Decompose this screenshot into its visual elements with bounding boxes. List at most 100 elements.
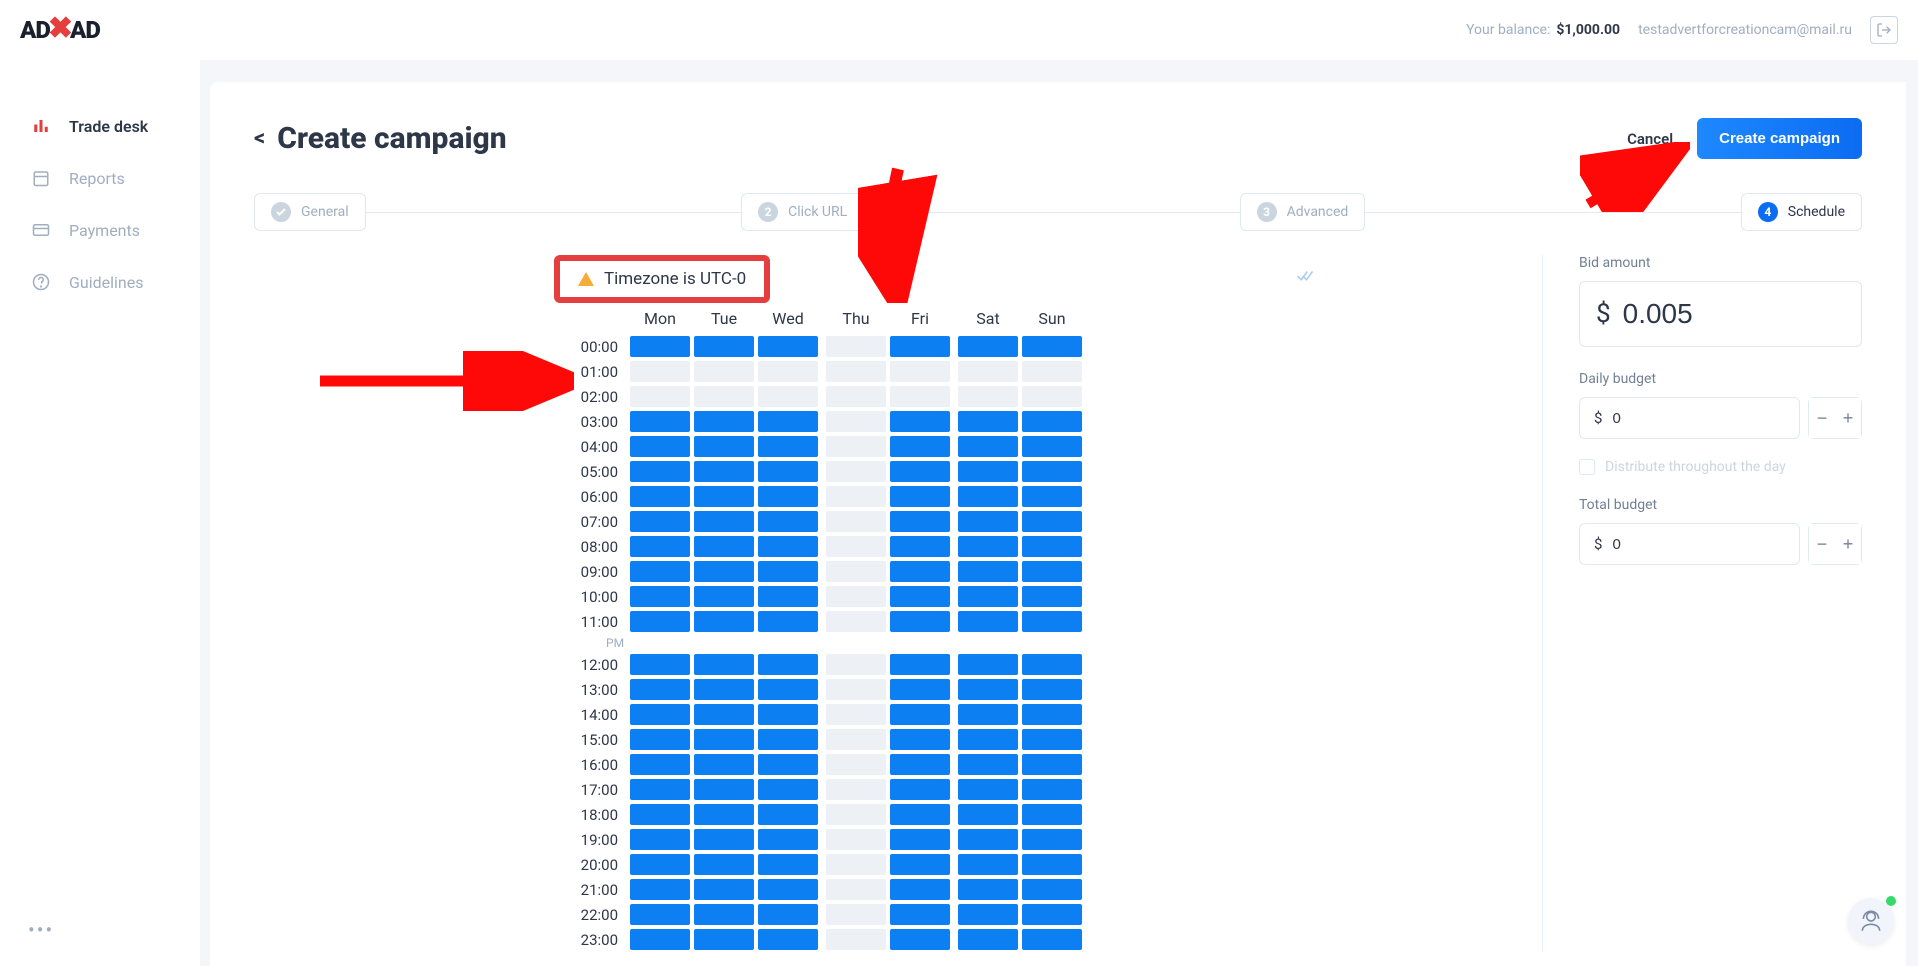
schedule-cell[interactable] bbox=[826, 461, 886, 482]
hour-label[interactable]: 06:00 bbox=[560, 488, 628, 506]
schedule-cell[interactable] bbox=[890, 654, 950, 675]
schedule-cell[interactable] bbox=[630, 586, 690, 607]
schedule-cell[interactable] bbox=[630, 754, 690, 775]
create-campaign-button[interactable]: Create campaign bbox=[1697, 118, 1862, 159]
schedule-cell[interactable] bbox=[890, 729, 950, 750]
schedule-cell[interactable] bbox=[758, 754, 818, 775]
day-header[interactable]: Mon bbox=[628, 309, 692, 334]
schedule-cell[interactable] bbox=[1022, 386, 1082, 407]
hour-label[interactable]: 17:00 bbox=[560, 781, 628, 799]
schedule-cell[interactable] bbox=[1022, 779, 1082, 800]
schedule-cell[interactable] bbox=[758, 611, 818, 632]
bid-amount-field[interactable] bbox=[1623, 298, 1845, 330]
schedule-cell[interactable] bbox=[694, 729, 754, 750]
schedule-cell[interactable] bbox=[958, 804, 1018, 825]
schedule-cell[interactable] bbox=[630, 561, 690, 582]
schedule-cell[interactable] bbox=[694, 779, 754, 800]
hour-label[interactable]: 11:00 bbox=[560, 613, 628, 631]
schedule-cell[interactable] bbox=[1022, 511, 1082, 532]
schedule-cell[interactable] bbox=[826, 754, 886, 775]
hour-label[interactable]: 20:00 bbox=[560, 856, 628, 874]
schedule-cell[interactable] bbox=[758, 829, 818, 850]
schedule-cell[interactable] bbox=[694, 904, 754, 925]
schedule-cell[interactable] bbox=[958, 929, 1018, 950]
schedule-cell[interactable] bbox=[826, 611, 886, 632]
select-all-icon[interactable] bbox=[1294, 267, 1316, 289]
schedule-cell[interactable] bbox=[890, 336, 950, 357]
schedule-cell[interactable] bbox=[958, 561, 1018, 582]
daily-budget-field[interactable] bbox=[1612, 410, 1785, 427]
schedule-cell[interactable] bbox=[758, 561, 818, 582]
schedule-cell[interactable] bbox=[630, 361, 690, 382]
schedule-cell[interactable] bbox=[958, 461, 1018, 482]
schedule-cell[interactable] bbox=[890, 804, 950, 825]
total-budget-input[interactable]: $ bbox=[1579, 523, 1800, 565]
cancel-button[interactable]: Cancel bbox=[1627, 130, 1673, 148]
increment-button[interactable]: + bbox=[1835, 398, 1861, 438]
day-header[interactable]: Thu bbox=[824, 309, 888, 334]
schedule-cell[interactable] bbox=[694, 654, 754, 675]
schedule-cell[interactable] bbox=[694, 611, 754, 632]
schedule-cell[interactable] bbox=[826, 586, 886, 607]
schedule-cell[interactable] bbox=[826, 536, 886, 557]
schedule-cell[interactable] bbox=[826, 729, 886, 750]
schedule-cell[interactable] bbox=[890, 929, 950, 950]
step-schedule[interactable]: 4 Schedule bbox=[1741, 193, 1862, 231]
schedule-cell[interactable] bbox=[826, 679, 886, 700]
schedule-cell[interactable] bbox=[890, 536, 950, 557]
schedule-cell[interactable] bbox=[890, 386, 950, 407]
schedule-cell[interactable] bbox=[630, 386, 690, 407]
distribute-checkbox-row[interactable]: Distribute throughout the day bbox=[1579, 459, 1862, 475]
schedule-cell[interactable] bbox=[694, 411, 754, 432]
schedule-cell[interactable] bbox=[958, 436, 1018, 457]
schedule-cell[interactable] bbox=[694, 461, 754, 482]
day-header[interactable]: Sun bbox=[1020, 309, 1084, 334]
schedule-cell[interactable] bbox=[890, 754, 950, 775]
back-chevron-icon[interactable]: < bbox=[254, 126, 265, 151]
schedule-cell[interactable] bbox=[758, 654, 818, 675]
hour-label[interactable]: 00:00 bbox=[560, 338, 628, 356]
schedule-cell[interactable] bbox=[630, 904, 690, 925]
schedule-cell[interactable] bbox=[694, 561, 754, 582]
schedule-cell[interactable] bbox=[758, 779, 818, 800]
schedule-cell[interactable] bbox=[758, 361, 818, 382]
schedule-cell[interactable] bbox=[890, 586, 950, 607]
schedule-cell[interactable] bbox=[826, 879, 886, 900]
schedule-cell[interactable] bbox=[758, 879, 818, 900]
hour-label[interactable]: 13:00 bbox=[560, 681, 628, 699]
schedule-cell[interactable] bbox=[1022, 904, 1082, 925]
schedule-cell[interactable] bbox=[630, 879, 690, 900]
logout-icon[interactable] bbox=[1870, 16, 1898, 44]
sidebar-item-payments[interactable]: Payments bbox=[0, 204, 200, 256]
schedule-cell[interactable] bbox=[826, 779, 886, 800]
schedule-cell[interactable] bbox=[694, 929, 754, 950]
bid-amount-input[interactable]: $ bbox=[1579, 281, 1862, 347]
schedule-cell[interactable] bbox=[758, 411, 818, 432]
hour-label[interactable]: 12:00 bbox=[560, 656, 628, 674]
schedule-cell[interactable] bbox=[1022, 611, 1082, 632]
schedule-cell[interactable] bbox=[826, 804, 886, 825]
schedule-cell[interactable] bbox=[826, 829, 886, 850]
schedule-cell[interactable] bbox=[694, 804, 754, 825]
hour-label[interactable]: 23:00 bbox=[560, 931, 628, 949]
schedule-cell[interactable] bbox=[758, 486, 818, 507]
schedule-cell[interactable] bbox=[890, 704, 950, 725]
schedule-cell[interactable] bbox=[1022, 436, 1082, 457]
schedule-cell[interactable] bbox=[958, 486, 1018, 507]
hour-label[interactable]: 01:00 bbox=[560, 363, 628, 381]
schedule-cell[interactable] bbox=[1022, 361, 1082, 382]
schedule-cell[interactable] bbox=[630, 654, 690, 675]
schedule-cell[interactable] bbox=[1022, 879, 1082, 900]
schedule-cell[interactable] bbox=[694, 436, 754, 457]
schedule-cell[interactable] bbox=[826, 336, 886, 357]
hour-label[interactable]: 16:00 bbox=[560, 756, 628, 774]
hour-label[interactable]: 18:00 bbox=[560, 806, 628, 824]
schedule-cell[interactable] bbox=[826, 436, 886, 457]
step-general[interactable]: General bbox=[254, 193, 366, 231]
schedule-cell[interactable] bbox=[630, 779, 690, 800]
schedule-cell[interactable] bbox=[694, 336, 754, 357]
schedule-cell[interactable] bbox=[890, 779, 950, 800]
schedule-cell[interactable] bbox=[826, 654, 886, 675]
schedule-cell[interactable] bbox=[630, 804, 690, 825]
hour-label[interactable]: 21:00 bbox=[560, 881, 628, 899]
